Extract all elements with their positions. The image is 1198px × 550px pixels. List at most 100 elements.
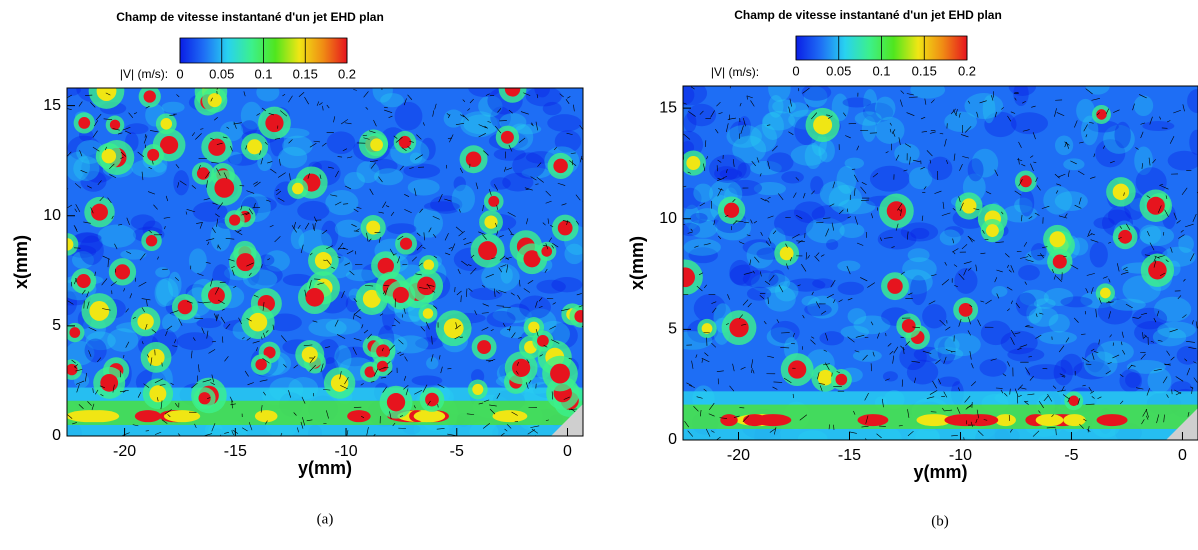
vector: [975, 418, 978, 424]
vector: [346, 156, 353, 159]
vector: [895, 223, 899, 231]
field-patch: [900, 222, 939, 242]
vector: [711, 342, 717, 348]
vector: [1006, 286, 1013, 291]
vector: [1150, 340, 1155, 343]
vector: [216, 218, 219, 227]
vector: [1139, 94, 1147, 99]
vector: [262, 302, 265, 311]
vector: [1164, 209, 1169, 217]
vector: [542, 222, 546, 226]
field-patch: [1167, 150, 1198, 171]
field-patch: [79, 235, 104, 265]
vector: [340, 119, 349, 125]
field-patch: [944, 333, 981, 357]
vector: [337, 242, 344, 251]
vector: [530, 425, 540, 428]
field-patch: [325, 318, 361, 335]
field-patch: [1119, 368, 1143, 393]
vector: [497, 108, 502, 113]
vector: [322, 229, 328, 235]
vector: [210, 97, 213, 102]
field-patch: [922, 304, 947, 329]
vector: [1017, 384, 1023, 390]
vector: [433, 305, 438, 309]
vector: [694, 245, 699, 248]
x-tick-label: -5: [450, 443, 464, 460]
vector: [91, 403, 95, 410]
velocity-field: [67, 88, 583, 436]
vector: [198, 364, 200, 373]
vector: [1195, 321, 1198, 329]
vector: [105, 92, 111, 96]
vector: [217, 299, 225, 305]
vector: [563, 396, 570, 400]
vector: [900, 90, 905, 94]
field-patch: [1048, 313, 1070, 333]
vector: [434, 103, 437, 110]
vector: [144, 134, 147, 138]
field-patch: [423, 201, 460, 212]
field-patch: [762, 110, 796, 131]
field-patch: [374, 168, 404, 186]
field-patch: [768, 269, 786, 288]
vector: [906, 112, 915, 116]
field-patch: [908, 166, 933, 190]
vector: [1028, 216, 1033, 219]
vector: [1189, 253, 1195, 262]
vector: [139, 253, 146, 261]
vector: [444, 198, 452, 202]
field-patch: [875, 116, 905, 144]
vector: [1038, 410, 1041, 414]
vector: [1157, 255, 1165, 258]
vector: [75, 380, 85, 385]
vector: [1153, 259, 1157, 268]
spot-core: [443, 318, 464, 339]
vector: [1146, 195, 1151, 199]
vector: [914, 377, 917, 384]
spot-core: [423, 259, 435, 271]
field-patch: [1135, 167, 1167, 197]
field-patch: [688, 219, 718, 238]
vector: [865, 438, 867, 440]
field-patch: [812, 278, 835, 289]
field-patch: [928, 346, 964, 361]
vector: [725, 214, 729, 218]
vector: [900, 271, 905, 275]
vector: [495, 222, 497, 227]
field-patch: [258, 254, 275, 266]
vector: [1147, 231, 1150, 237]
vector: [160, 400, 163, 410]
spot-core: [686, 156, 701, 171]
vector: [688, 111, 696, 117]
vector: [1108, 241, 1112, 244]
vector: [708, 413, 715, 417]
vector: [94, 120, 99, 127]
field-patch: [73, 156, 100, 181]
vector: [403, 375, 407, 381]
vector: [908, 292, 913, 296]
vector: [414, 389, 423, 395]
field-patch: [506, 303, 530, 321]
field-patch: [1060, 296, 1093, 308]
vector: [1025, 367, 1031, 375]
field-patch: [515, 124, 542, 135]
vector: [924, 98, 927, 105]
vector: [726, 169, 728, 173]
x-tick-label: -10: [949, 447, 972, 464]
vector: [701, 357, 710, 363]
field-patch: [1189, 129, 1198, 155]
field-patch: [1187, 88, 1198, 114]
vector: [1036, 185, 1041, 191]
field-patch: [1152, 327, 1187, 347]
vector: [1149, 116, 1153, 125]
vector: [274, 236, 281, 243]
vector: [367, 333, 372, 339]
vector: [899, 99, 903, 107]
vector: [891, 129, 896, 134]
vector: [970, 381, 977, 387]
vector: [418, 262, 423, 267]
field-patch: [1054, 135, 1074, 156]
vector: [505, 167, 513, 171]
vector: [1004, 392, 1008, 397]
